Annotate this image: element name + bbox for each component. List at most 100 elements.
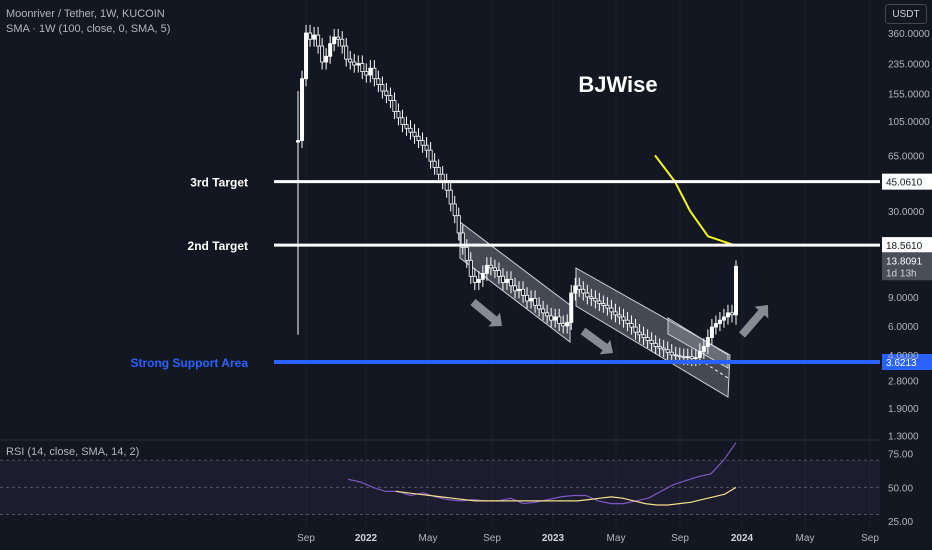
candle-body-73	[589, 296, 594, 299]
time-tick-5: May	[607, 533, 626, 544]
price-tick-1: 235.0000	[888, 60, 930, 71]
time-tick-8: May	[796, 533, 815, 544]
candle-body-47	[484, 264, 489, 274]
candle-body-53	[508, 278, 513, 287]
candle-body-43	[468, 259, 473, 277]
candle-body-39	[452, 203, 457, 217]
level-tag-0: 45.0610	[886, 178, 923, 189]
time-axis[interactable]: Sep 2022 May Sep 2023 May Sep 2024 May Sep	[297, 533, 879, 544]
level-tag-bg-1	[882, 237, 932, 254]
candle-body-77	[605, 304, 610, 309]
candle-body-86	[641, 334, 646, 338]
candle-body-4	[312, 34, 317, 40]
candle-body-85	[637, 331, 642, 336]
level-label-1: 2nd Target	[188, 239, 248, 253]
candle-body-7	[324, 55, 329, 63]
sma-series-line	[654, 154, 735, 247]
candle-body-61	[541, 308, 546, 314]
candle-body-98	[689, 356, 694, 359]
candle-body-9	[332, 36, 337, 45]
candle-body-40	[456, 215, 461, 234]
candle-body-109	[734, 265, 739, 316]
candle-body-41	[460, 232, 465, 248]
down-arrow-1-shape	[470, 298, 502, 327]
candle-body-8	[328, 43, 333, 57]
rsi-tick-1: 50.00	[888, 483, 913, 494]
price-tick-9: 2.8000	[888, 376, 919, 387]
candle-body-52	[504, 278, 509, 283]
candle-body-101	[701, 346, 706, 352]
price-tick-4: 65.0000	[888, 151, 925, 162]
candle-body-89	[653, 342, 658, 347]
level-lines: 3rd Target 45.0610 2nd Target 18.5610 Strong…	[130, 173, 932, 370]
candle-body-69	[573, 285, 578, 294]
candle-body-70	[577, 285, 582, 290]
sma-indicator-label: SMA · 1W (100, close, 0, SMA, 5)	[6, 23, 171, 35]
candle-body-56	[521, 288, 526, 296]
candle-body-0	[295, 140, 300, 143]
time-tick-3: Sep	[483, 533, 501, 544]
candle-body-68	[569, 292, 574, 323]
price-axis[interactable]: 360.0000 235.0000 155.0000 105.0000 65.0000 3…	[888, 29, 930, 442]
last-price-countdown: 1d 13h	[886, 268, 917, 279]
candle-body-14	[352, 61, 357, 66]
candle-body-102	[705, 337, 710, 347]
candle-body-54	[512, 285, 517, 292]
candle-body-62	[545, 312, 550, 317]
candle-body-25	[396, 111, 401, 119]
time-tick-2: May	[419, 533, 438, 544]
currency-unit-button[interactable]: USDT	[885, 4, 927, 24]
candle-body-18	[368, 67, 373, 76]
price-tick-8: 4.0000	[888, 351, 919, 362]
candle-body-83	[629, 323, 634, 328]
candle-body-31	[420, 140, 425, 146]
candle-body-24	[392, 100, 397, 112]
candle-body-5	[316, 34, 321, 47]
rsi-indicator-label: RSI (14, close, SMA, 14, 2)	[6, 446, 140, 458]
candle-body-81	[621, 316, 626, 321]
candle-body-100	[697, 350, 702, 359]
time-tick-1: 2022	[355, 533, 378, 544]
candle-body-12	[344, 45, 349, 60]
time-tick-6: Sep	[671, 533, 689, 544]
rsi-tick-2: 25.00	[888, 517, 913, 528]
candle-body-91	[661, 347, 666, 351]
candle-body-92	[665, 349, 670, 353]
candle-body-33	[428, 149, 433, 162]
candle-body-106	[721, 316, 726, 321]
price-tick-3: 105.0000	[888, 117, 930, 128]
candle-body-72	[585, 292, 590, 298]
candle-body-79	[613, 311, 618, 316]
candle-body-49	[492, 267, 497, 271]
candle-body-108	[729, 312, 734, 316]
candle-body-21	[380, 84, 385, 92]
candle-body-99	[693, 357, 698, 360]
candle-body-58	[529, 298, 534, 302]
candle-body-59	[533, 298, 538, 306]
rsi-ma-line	[395, 486, 737, 506]
price-tick-2: 155.0000	[888, 89, 930, 100]
candle-body-67	[565, 321, 570, 327]
candle-body-27	[404, 124, 409, 129]
candle-body-23	[388, 95, 393, 101]
candle-body-30	[416, 135, 421, 141]
candle-body-10	[336, 36, 341, 40]
time-tick-0: Sep	[297, 533, 315, 544]
candle-body-103	[709, 326, 714, 338]
candle-body-15	[356, 63, 361, 66]
last-price-tag-bg	[882, 252, 932, 281]
candle-body-42	[464, 246, 469, 261]
price-tick-7: 6.0000	[888, 322, 919, 333]
candle-body-76	[601, 303, 606, 306]
level-tag-bg-2	[882, 354, 932, 370]
candle-body-71	[581, 288, 586, 294]
candle-body-29	[412, 131, 417, 137]
descending-channels	[459, 220, 731, 398]
up-arrow	[738, 304, 769, 338]
trend-arrows	[470, 298, 769, 355]
candle-body-44	[472, 275, 477, 283]
candle-body-48	[488, 264, 493, 269]
candle-body-6	[320, 45, 325, 63]
time-tick-7: 2024	[731, 533, 754, 544]
